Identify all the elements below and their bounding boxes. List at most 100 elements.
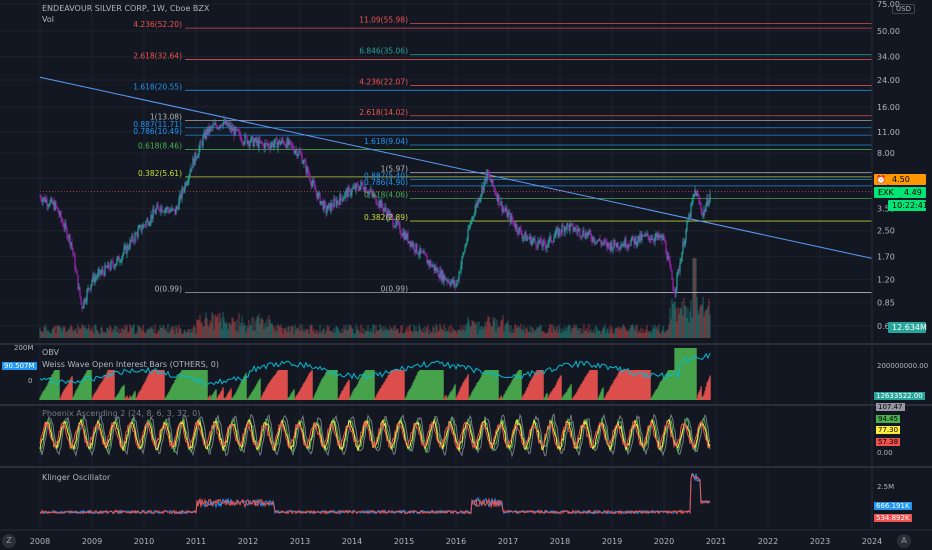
volume-bar [149, 329, 151, 338]
candle-body [630, 240, 632, 246]
volume-bar [584, 331, 586, 338]
weiss-wave-bar [279, 370, 281, 400]
weiss-wave-bar [286, 370, 288, 400]
weiss-wave-bar [290, 393, 292, 400]
volume-bar [152, 328, 154, 338]
volume-bar [422, 328, 424, 338]
candle-body [305, 161, 307, 173]
trend-line[interactable] [39, 76, 873, 259]
volume-bar [331, 330, 333, 338]
volume-bar [93, 333, 95, 338]
volume-bar [613, 333, 615, 338]
volume-bar [381, 326, 383, 338]
timezone-button[interactable]: Z [2, 534, 16, 548]
candle-body [464, 246, 466, 253]
weiss-wave-bar [660, 381, 662, 400]
time-axis[interactable]: 2008 2009 2010 2011 2012 2013 2014 2015 2016 2017… [30, 537, 882, 546]
volume-bar [384, 330, 386, 338]
candle-body [508, 212, 510, 214]
weiss-wave-bar [450, 391, 452, 400]
weiss-wave-bar [616, 376, 618, 400]
candle-body [412, 243, 414, 247]
weiss-wave-bar [633, 370, 635, 400]
volume-bar [229, 323, 231, 338]
weiss-wave-bar [276, 371, 278, 400]
volume-bar [655, 328, 657, 338]
candle-body [234, 127, 236, 136]
candle-body [511, 215, 513, 221]
weiss-wave-bar [292, 390, 294, 400]
candle-body [567, 223, 569, 226]
weiss-wave-bar [318, 385, 320, 400]
candle-body [93, 274, 95, 283]
candle-body [473, 215, 475, 217]
weiss-wave-bar [137, 394, 139, 400]
volume-bar [432, 326, 434, 338]
alert-icon[interactable]: ⏰ [874, 174, 888, 185]
candle-body [393, 225, 395, 228]
weiss-wave-bar [336, 370, 338, 400]
candle-body [201, 142, 203, 146]
candle-body [110, 261, 112, 270]
weiss-wave-bar [434, 370, 436, 400]
candle-body [80, 296, 82, 304]
candle-body [434, 266, 436, 271]
candle-body [367, 192, 369, 194]
candle-body [304, 160, 306, 162]
volume-bar [376, 330, 378, 338]
volume-bar [468, 320, 470, 338]
candle-body [466, 239, 468, 244]
weiss-wave-bar [258, 380, 260, 400]
candle-body [387, 210, 389, 219]
candle-body [140, 225, 142, 231]
candle-body [503, 208, 505, 210]
candle-body [481, 186, 483, 195]
volume-bar [453, 329, 455, 338]
volume-bar [246, 325, 248, 338]
currency-badge[interactable]: USD [892, 4, 915, 14]
weiss-wave-bar [54, 370, 56, 400]
fib-label-left: 0.382(5.61) [138, 169, 182, 178]
volume-bar [618, 327, 620, 338]
volume-bar [671, 298, 673, 338]
weiss-wave-bar [330, 370, 332, 400]
volume-bar [705, 309, 707, 338]
candle-body [435, 266, 437, 272]
volume-bar [94, 324, 96, 338]
weiss-wave-bar [319, 383, 321, 400]
candle-body [131, 235, 133, 241]
auto-scale-button[interactable]: A [897, 534, 911, 548]
volume-bar [396, 328, 398, 338]
volume-bar [466, 323, 468, 338]
weiss-wave-bar [293, 389, 295, 400]
volume-bar [138, 326, 140, 338]
volume-bar [88, 324, 90, 338]
volume-bar [174, 333, 176, 338]
volume-bar [104, 332, 106, 338]
weiss-wave-bar [546, 393, 548, 400]
candle-body [100, 272, 102, 275]
volume-bar [460, 325, 462, 338]
volume-bar [261, 317, 263, 338]
volume-bar [435, 324, 437, 338]
weiss-wave-bar [475, 385, 477, 400]
candle-body [683, 241, 685, 246]
volume-bar [142, 324, 144, 338]
weiss-wave-bar [220, 391, 222, 400]
candle-body [155, 209, 157, 214]
volume-bar [455, 330, 457, 338]
volume-bar [231, 318, 233, 338]
weiss-wave-bar [63, 389, 65, 400]
candle-body [414, 250, 416, 252]
candle-body [478, 199, 480, 202]
volume-bar [484, 321, 486, 338]
weiss-wave-bar [312, 398, 314, 400]
candle-body [127, 245, 129, 249]
volume-bar [444, 331, 446, 338]
candle-body [623, 243, 625, 247]
candle-body [213, 125, 215, 126]
volume-bar [117, 327, 119, 338]
volume-bar [116, 331, 118, 338]
